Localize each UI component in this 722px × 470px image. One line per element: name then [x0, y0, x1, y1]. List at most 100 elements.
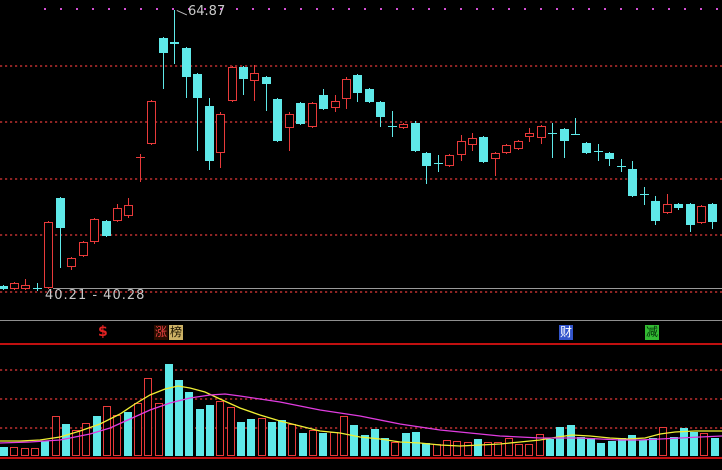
gainers-button-char2[interactable]: 榜	[169, 325, 183, 340]
volume-bar-up	[659, 427, 667, 456]
volume-bar-down	[196, 409, 204, 456]
candle-wick	[598, 144, 599, 161]
volume-pane-top-border	[0, 343, 722, 345]
candle-up	[399, 124, 408, 128]
volume-bar-up	[72, 430, 80, 456]
candle-up	[502, 145, 511, 153]
volume-bar-up	[155, 403, 163, 456]
volume-bar-up	[227, 407, 235, 456]
candle-up	[113, 208, 122, 221]
candle-wick	[392, 111, 393, 137]
candle-down	[640, 194, 649, 195]
candle-down	[708, 204, 717, 222]
volume-bar-down	[670, 437, 678, 456]
volume-bar-up	[494, 442, 502, 456]
reduce-button[interactable]: 减	[645, 325, 659, 340]
volume-bar-down	[628, 435, 636, 456]
money-icon[interactable]: $	[98, 324, 108, 340]
candle-down	[0, 286, 8, 289]
volume-bar-up	[216, 401, 224, 456]
candle-down	[376, 102, 385, 117]
volume-bar-up	[464, 442, 472, 456]
candle-wick	[495, 152, 496, 176]
volume-bar-down	[597, 443, 605, 456]
candle-wick	[426, 152, 427, 184]
candle-up	[147, 101, 156, 144]
volume-bar-up	[433, 444, 441, 456]
volume-bar-up	[700, 433, 708, 456]
candle-up	[136, 157, 145, 158]
candle-down	[205, 106, 214, 161]
candle-up	[90, 219, 99, 242]
candle-down	[170, 42, 179, 44]
volume-bar-down	[41, 441, 49, 456]
candle-wick	[254, 65, 255, 101]
volume-bar-up	[443, 440, 451, 456]
volume-bar-down	[556, 427, 564, 456]
volume-bar-down	[319, 433, 327, 456]
candle-wick	[140, 154, 141, 182]
candle-wick	[289, 112, 290, 151]
candlestick-chart-pane[interactable]: 64.87 40.21 - 40.28	[0, 0, 722, 320]
volume-bar-up	[52, 416, 60, 456]
volume-bar-up	[340, 416, 348, 456]
volume-chart-pane[interactable]	[0, 345, 722, 457]
candle-up	[79, 242, 88, 256]
price-level-marker-line	[53, 288, 722, 289]
candle-wick	[266, 76, 267, 111]
finance-button[interactable]: 财	[559, 325, 573, 340]
candle-wick	[644, 187, 645, 205]
candle-down	[365, 89, 374, 102]
candle-down	[353, 75, 362, 93]
volume-bar-down	[124, 412, 132, 456]
candle-up	[537, 126, 546, 138]
volume-bar-up	[21, 448, 29, 456]
candle-up	[525, 133, 534, 137]
volume-bar-down	[268, 422, 276, 456]
volume-bar-down	[93, 416, 101, 456]
candle-down	[388, 126, 397, 127]
volume-bar-down	[639, 440, 647, 456]
volume-bar-down	[0, 447, 8, 456]
candle-down	[571, 134, 580, 135]
candle-up	[228, 67, 237, 101]
candle-down	[674, 204, 683, 208]
candle-down	[193, 74, 202, 98]
candle-down	[411, 123, 420, 151]
volume-bar-up	[391, 442, 399, 456]
volume-bar-up	[113, 415, 121, 456]
candle-up	[124, 205, 133, 216]
volume-bar-down	[361, 435, 369, 456]
candle-down	[560, 129, 569, 141]
candle-wick	[197, 73, 198, 151]
volume-bar-down	[299, 433, 307, 456]
volume-bar-down	[237, 422, 245, 456]
candle-down	[479, 137, 488, 162]
candle-wick	[60, 197, 61, 268]
candle-up	[308, 103, 317, 127]
volume-bar-up	[103, 406, 111, 456]
volume-bar-up	[453, 441, 461, 456]
gridline-50	[0, 178, 722, 180]
volume-bar-up	[82, 423, 90, 456]
candle-down	[651, 201, 660, 221]
volume-bar-down	[546, 439, 554, 456]
volume-bar-up	[144, 378, 152, 456]
volume-bar-up	[288, 424, 296, 456]
candle-up	[10, 283, 19, 289]
candle-up	[468, 138, 477, 145]
candle-down	[262, 77, 271, 84]
peak-pointer-line	[174, 10, 188, 20]
volume-bar-up	[505, 438, 513, 456]
candle-down	[548, 133, 557, 134]
volume-bar-down	[371, 429, 379, 456]
candle-down	[434, 163, 443, 164]
gainers-button-char1[interactable]: 涨	[154, 325, 168, 340]
candle-up	[216, 114, 225, 153]
candle-up	[44, 222, 53, 288]
candle-wick	[163, 37, 164, 89]
candle-wick	[621, 159, 622, 172]
candle-up	[491, 153, 500, 159]
candle-up	[663, 204, 672, 213]
candle-down	[319, 95, 328, 109]
